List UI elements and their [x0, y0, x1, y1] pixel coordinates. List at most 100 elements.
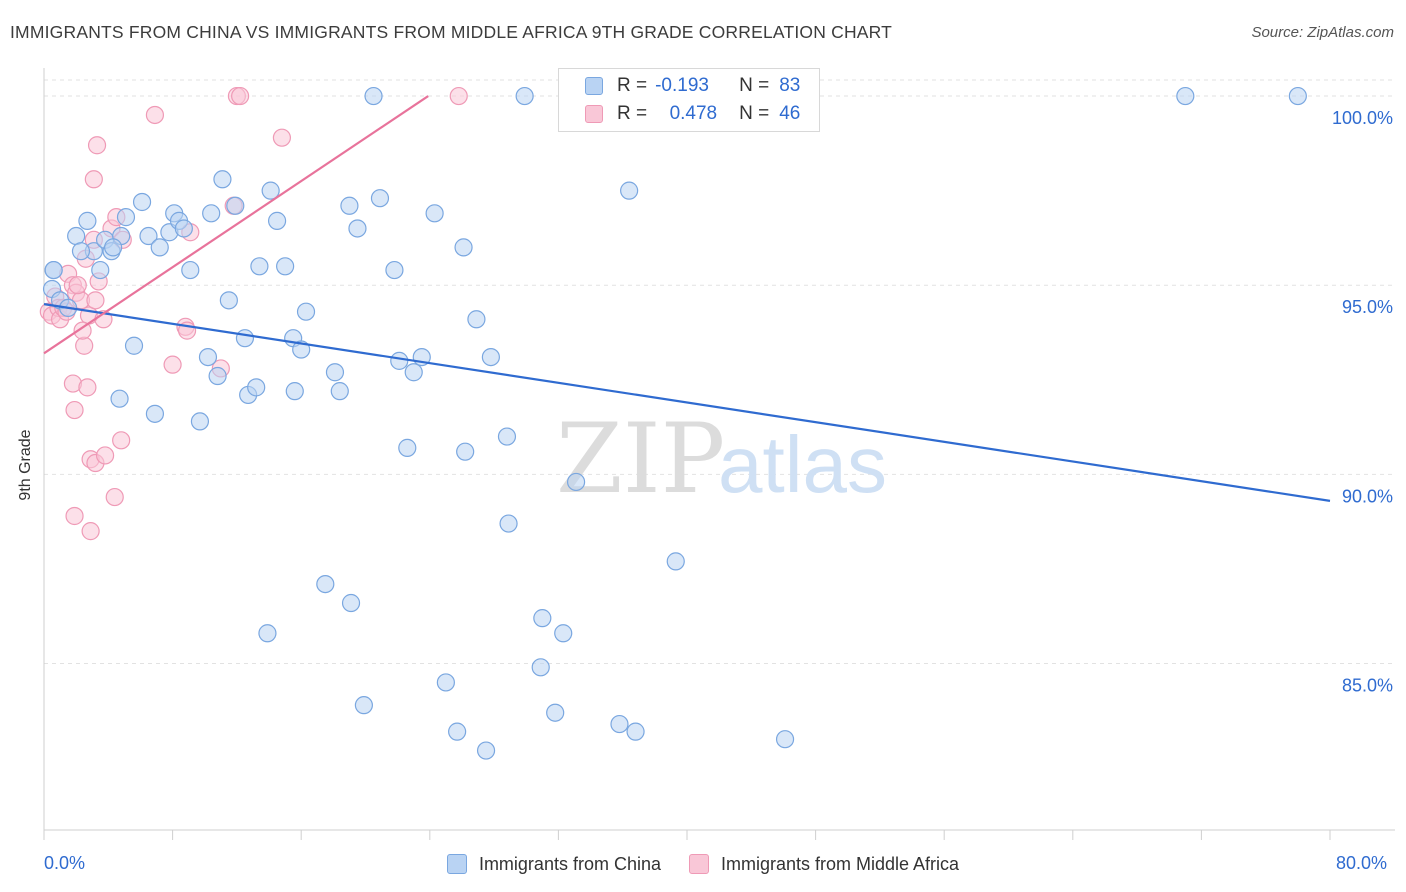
china-point: [44, 260, 63, 280]
china-point: [150, 238, 169, 257]
china-point: [110, 389, 129, 408]
legend-r-label: R =: [617, 103, 648, 124]
china-point: [198, 347, 218, 367]
china-point: [276, 257, 295, 276]
legend-row-middle-africa: R = 0.478 N = 46: [585, 100, 800, 128]
legend-n-value-china: 83: [779, 75, 801, 96]
middle-africa-point: [449, 86, 468, 106]
china-point: [554, 624, 573, 643]
series-china-points: [42, 86, 1307, 760]
x-tick-label-max: 80.0%: [1336, 853, 1388, 873]
y-tick-label-85: 85.0%: [1342, 676, 1393, 696]
china-point: [71, 242, 91, 261]
china-point: [258, 624, 277, 643]
china-point: [181, 260, 200, 280]
middle-africa-point: [112, 431, 131, 450]
legend-r-value-middle-africa: 0.478: [669, 103, 718, 124]
china-point: [285, 382, 304, 401]
china-point: [499, 514, 518, 533]
china-point: [436, 673, 455, 692]
china-point: [610, 714, 629, 734]
legend-swatch-middle-africa: [689, 854, 709, 874]
china-point: [497, 427, 517, 446]
china-point: [476, 741, 496, 760]
middle-africa-point: [84, 170, 103, 189]
china-point: [546, 703, 565, 722]
china-point: [531, 658, 550, 677]
china-point: [213, 170, 232, 189]
china-point: [425, 204, 444, 223]
correlation-legend: R = -0.193 N = 83 R = 0.478 N = 46: [558, 68, 820, 132]
china-point: [139, 226, 158, 246]
y-tick-label-90: 90.0%: [1342, 486, 1393, 506]
china-point: [385, 260, 404, 280]
middle-africa-point: [65, 400, 84, 420]
china-point: [448, 722, 467, 741]
china-point: [235, 329, 255, 348]
china-point: [247, 378, 266, 397]
middle-africa-trend-line: [43, 95, 429, 355]
china-point: [267, 211, 287, 230]
legend-label-middle-africa: Immigrants from Middle Africa: [721, 853, 960, 874]
legend-label-china: Immigrants from China: [478, 853, 661, 874]
china-point: [104, 238, 123, 257]
axes: [43, 68, 1395, 840]
china-point: [67, 226, 86, 246]
middle-africa-point: [86, 291, 105, 310]
china-point: [91, 260, 110, 280]
legend-item-middle-africa[interactable]: Immigrants from Middle Africa: [689, 854, 959, 875]
china-point: [390, 351, 409, 370]
trend-lines: [43, 95, 1331, 502]
middle-africa-point: [145, 105, 165, 125]
china-point: [341, 593, 361, 613]
legend-r-label: R =: [617, 75, 648, 96]
china-point: [296, 302, 316, 321]
watermark: ZIP atlas: [556, 403, 887, 515]
china-point: [456, 442, 475, 461]
watermark-zip: ZIP: [556, 403, 725, 515]
china-point: [404, 363, 423, 382]
middle-africa-point: [87, 136, 107, 155]
china-point: [250, 257, 269, 276]
china-point: [226, 196, 245, 215]
y-tick-label-100: 100.0%: [1332, 108, 1393, 128]
china-point: [398, 438, 417, 457]
middle-africa-point: [81, 522, 100, 541]
china-point: [354, 696, 373, 715]
china-point: [566, 472, 586, 492]
china-point: [666, 552, 685, 571]
china-point: [208, 366, 227, 386]
chart-title: IMMIGRANTS FROM CHINA VS IMMIGRANTS FROM…: [10, 22, 893, 42]
china-point: [620, 181, 639, 200]
series-legend: Immigrants from China Immigrants from Mi…: [0, 850, 1406, 878]
middle-africa-point: [78, 378, 97, 397]
china-point: [515, 86, 534, 106]
china-point: [340, 196, 359, 215]
source-label: Source: ZipAtlas.com: [1251, 24, 1394, 41]
china-point: [261, 181, 280, 200]
middle-africa-point: [95, 446, 115, 465]
china-point: [116, 208, 136, 227]
china-point: [316, 574, 335, 594]
china-point: [124, 336, 144, 355]
china-point: [533, 609, 552, 628]
legend-n-value-middle-africa: 46: [779, 103, 801, 124]
legend-swatch-china: [585, 77, 603, 95]
china-point: [370, 189, 390, 208]
china-point: [1288, 86, 1307, 106]
legend-item-china[interactable]: Immigrants from China: [446, 853, 661, 875]
grid-lines: [44, 79, 1395, 665]
y-tick-label-95: 95.0%: [1342, 297, 1393, 317]
china-point: [1176, 86, 1195, 106]
china-point: [292, 340, 311, 359]
legend-n-label: N =: [739, 103, 770, 124]
middle-africa-point: [163, 355, 182, 374]
legend-swatch-middle-africa: [585, 105, 603, 123]
middle-africa-point: [231, 86, 250, 106]
china-point: [330, 382, 349, 401]
china-point: [467, 310, 486, 329]
china-point: [219, 291, 238, 310]
china-point: [78, 211, 97, 230]
legend-swatch-china: [446, 854, 467, 874]
